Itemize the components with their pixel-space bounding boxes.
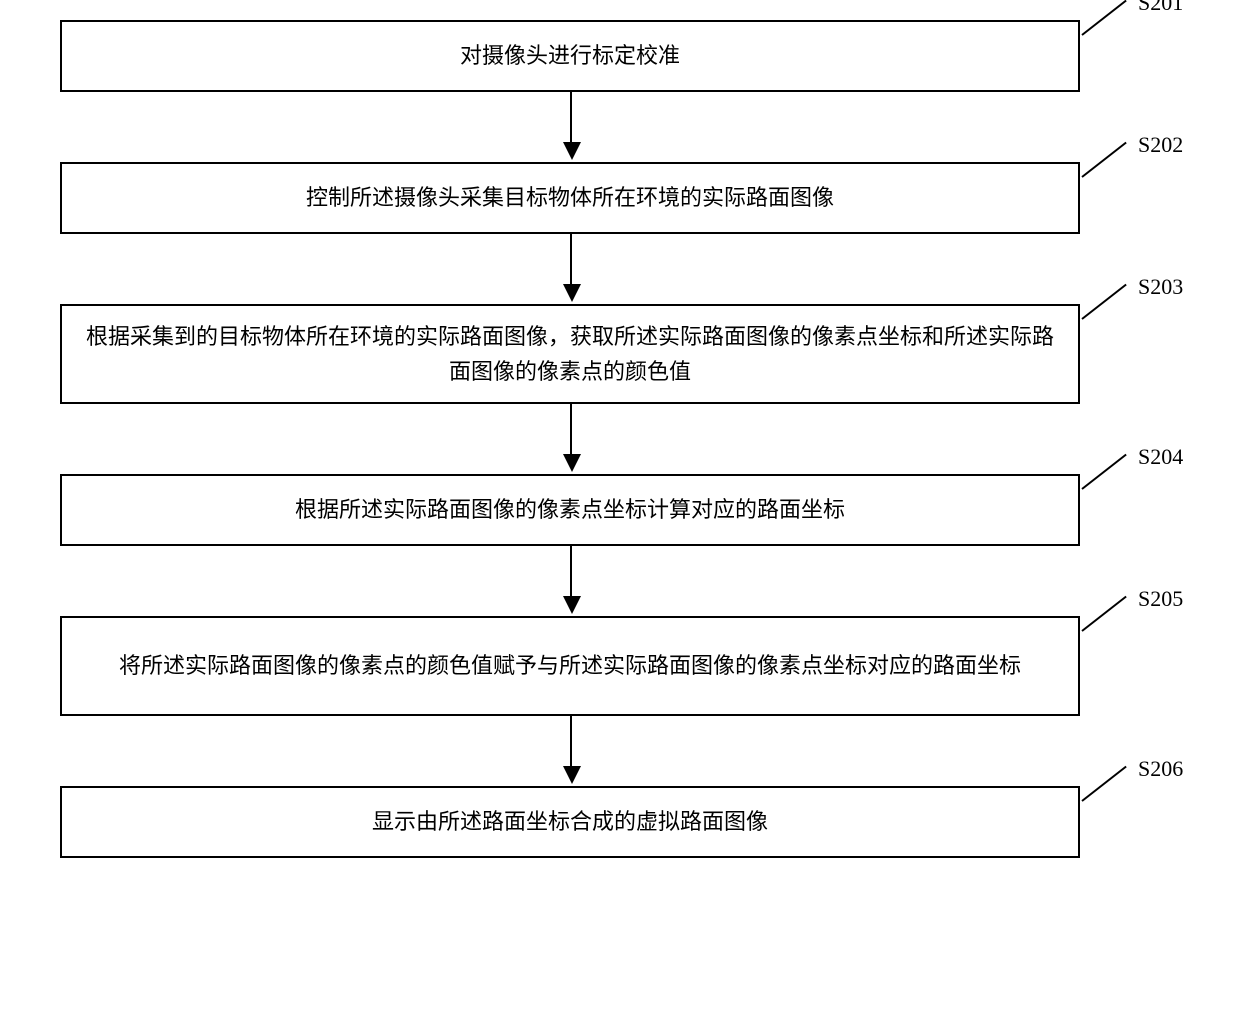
arrow-1 [60,92,1080,162]
step-s206-container: 显示由所述路面坐标合成的虚拟路面图像 S206 [60,786,1180,858]
leader-s204 [1081,454,1126,490]
step-s204-label: S204 [1138,444,1183,470]
step-s203-box: 根据采集到的目标物体所在环境的实际路面图像，获取所述实际路面图像的像素点坐标和所… [60,304,1080,404]
leader-s206 [1081,766,1126,802]
step-s205-container: 将所述实际路面图像的像素点的颜色值赋予与所述实际路面图像的像素点坐标对应的路面坐… [60,616,1180,716]
arrow-2-head [563,284,581,302]
flowchart-container: 对摄像头进行标定校准 S201 控制所述摄像头采集目标物体所在环境的实际路面图像… [60,20,1180,858]
leader-s201 [1081,0,1126,36]
step-s204-box: 根据所述实际路面图像的像素点坐标计算对应的路面坐标 [60,474,1080,546]
step-s206-box: 显示由所述路面坐标合成的虚拟路面图像 [60,786,1080,858]
step-s204-container: 根据所述实际路面图像的像素点坐标计算对应的路面坐标 S204 [60,474,1180,546]
arrow-1-head [563,142,581,160]
arrow-2-line [570,234,572,290]
step-s201-text: 对摄像头进行标定校准 [460,38,680,73]
arrow-3-head [563,454,581,472]
step-s203-text: 根据采集到的目标物体所在环境的实际路面图像，获取所述实际路面图像的像素点坐标和所… [82,319,1058,389]
arrow-4-head [563,596,581,614]
step-s202-text: 控制所述摄像头采集目标物体所在环境的实际路面图像 [306,180,834,215]
step-s202-box: 控制所述摄像头采集目标物体所在环境的实际路面图像 [60,162,1080,234]
arrow-2 [60,234,1080,304]
step-s203-label: S203 [1138,274,1183,300]
step-s204-text: 根据所述实际路面图像的像素点坐标计算对应的路面坐标 [295,492,845,527]
arrow-1-line [570,92,572,148]
arrow-3-line [570,404,572,460]
step-s205-box: 将所述实际路面图像的像素点的颜色值赋予与所述实际路面图像的像素点坐标对应的路面坐… [60,616,1080,716]
arrow-4-line [570,546,572,602]
arrow-3 [60,404,1080,474]
step-s206-label: S206 [1138,756,1183,782]
leader-s205 [1081,596,1126,632]
step-s201-label: S201 [1138,0,1183,16]
step-s201-box: 对摄像头进行标定校准 [60,20,1080,92]
leader-s203 [1081,284,1126,320]
step-s202-container: 控制所述摄像头采集目标物体所在环境的实际路面图像 S202 [60,162,1180,234]
leader-s202 [1081,142,1126,178]
step-s205-label: S205 [1138,586,1183,612]
step-s202-label: S202 [1138,132,1183,158]
step-s206-text: 显示由所述路面坐标合成的虚拟路面图像 [372,804,768,839]
arrow-5-head [563,766,581,784]
arrow-5-line [570,716,572,772]
step-s203-container: 根据采集到的目标物体所在环境的实际路面图像，获取所述实际路面图像的像素点坐标和所… [60,304,1180,404]
arrow-4 [60,546,1080,616]
arrow-5 [60,716,1080,786]
step-s205-text: 将所述实际路面图像的像素点的颜色值赋予与所述实际路面图像的像素点坐标对应的路面坐… [119,648,1021,683]
step-s201-container: 对摄像头进行标定校准 S201 [60,20,1180,92]
